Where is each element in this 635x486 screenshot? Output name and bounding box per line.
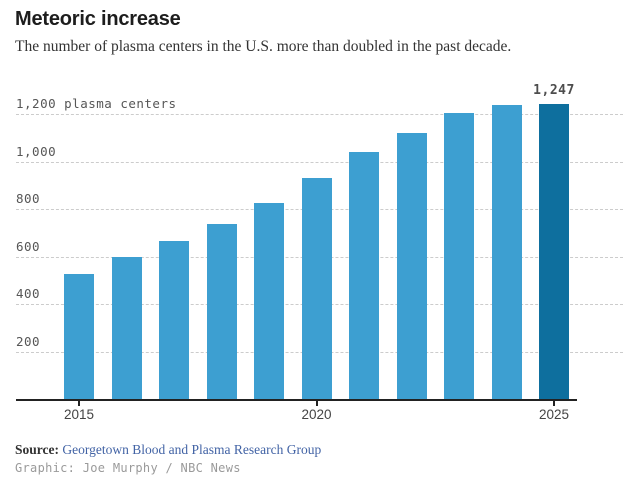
y-axis-label-600: 600 — [16, 238, 41, 254]
bar-chart-plot-area: 200 400 600 800 1,000 1,200 plasma centers 1,2… — [16, 83, 623, 422]
y-axis-label-1200: 1,200 plasma centers — [16, 96, 177, 111]
y-axis-label-800: 800 — [16, 191, 41, 206]
source-label: Source: — [15, 442, 59, 457]
x-axis-line — [16, 399, 577, 401]
bar-2015 — [64, 274, 94, 400]
bar-2021 — [349, 152, 379, 400]
bar-2018 — [206, 224, 237, 400]
gridline-1000 — [16, 161, 623, 163]
source-line: Source: Georgetown Blood and Plasma Rese… — [15, 442, 321, 458]
graphic-credit: Graphic: Joe Murphy / NBC News — [15, 461, 241, 475]
x-axis-label-2025: 2025 — [538, 407, 570, 422]
y-axis-label-1000: 1,000 — [16, 143, 57, 159]
bar-2025 — [539, 104, 569, 400]
source-link[interactable]: Georgetown Blood and Plasma Research Gro… — [62, 442, 322, 457]
gridline-1200 — [16, 114, 623, 115]
bar-2017 — [159, 241, 189, 400]
y-axis-label-200: 200 — [16, 333, 41, 349]
value-label-2025: 1,247 — [533, 82, 575, 98]
bar-2023 — [444, 113, 474, 400]
bar-2022 — [396, 133, 427, 400]
bar-2016 — [111, 257, 142, 400]
bar-2019 — [254, 203, 284, 400]
chart-subtitle: The number of plasma centers in the U.S.… — [15, 38, 512, 55]
bar-2020 — [301, 178, 332, 400]
x-axis-label-2015: 2015 — [63, 407, 95, 422]
x-tick-2020 — [315, 400, 318, 406]
bar-2024 — [491, 105, 522, 400]
y-axis-label-400: 400 — [16, 286, 41, 301]
x-tick-2025 — [553, 400, 555, 406]
chart-title: Meteoric increase — [15, 8, 181, 30]
x-tick-2015 — [78, 400, 80, 406]
x-axis-label-2020: 2020 — [301, 407, 332, 422]
